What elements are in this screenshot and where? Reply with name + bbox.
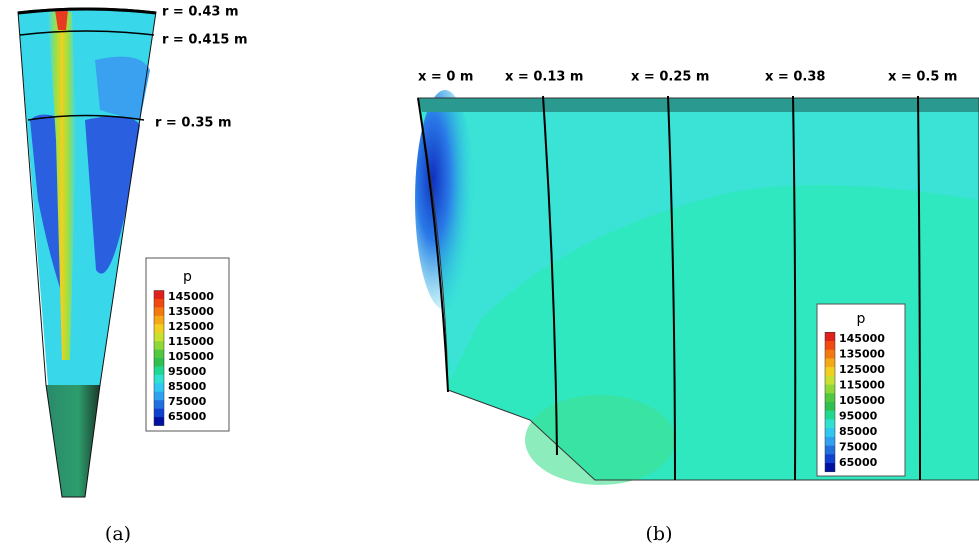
legend-swatch [154, 298, 164, 308]
legend-swatch [825, 332, 835, 342]
legend-label: 105000 [839, 394, 885, 407]
legend-label: 85000 [839, 425, 878, 438]
legend-label: 65000 [168, 410, 207, 423]
legend-swatch [825, 367, 835, 377]
legend-swatch [825, 436, 835, 446]
legend-swatch [154, 366, 164, 376]
legend-swatch [154, 324, 164, 333]
legend-swatch [154, 417, 164, 426]
caption: (b) [646, 523, 673, 545]
legend-label: 115000 [168, 335, 214, 348]
legend-swatch [154, 408, 164, 418]
legend-swatch [154, 374, 164, 384]
legend-label: 115000 [839, 379, 885, 392]
legend-label: 145000 [168, 290, 214, 303]
legend-swatch [154, 400, 164, 409]
legend-swatch [825, 419, 835, 429]
legend-swatch [154, 307, 164, 317]
legend-label: 95000 [168, 365, 207, 378]
legend-title: p [857, 311, 866, 327]
legend-swatch-border [824, 332, 836, 472]
legend-swatch [825, 349, 835, 359]
annotation: r = 0.35 m [155, 116, 232, 131]
annotation: r = 0.415 m [162, 33, 248, 48]
legend-title: p [183, 269, 192, 285]
annotation: x = 0.25 m [631, 70, 709, 85]
legend-swatch [154, 349, 164, 359]
legend-swatch [825, 375, 835, 385]
legend-swatch [825, 340, 835, 350]
legend-swatch [825, 445, 835, 455]
legend-label: 85000 [168, 380, 207, 393]
legend-label: 125000 [839, 363, 885, 376]
annotation: x = 0.13 m [505, 70, 583, 85]
annotation: x = 0.38 [765, 70, 825, 85]
annotation: x = 0 m [418, 70, 473, 85]
legend-swatch [825, 384, 835, 394]
legend-swatch [154, 358, 164, 367]
legend-label: 75000 [168, 395, 207, 408]
legend-swatch [825, 410, 835, 420]
legend-swatch [154, 341, 164, 350]
legend-label: 95000 [839, 410, 878, 423]
annotation: x = 0.5 m [888, 70, 957, 85]
legend-swatch [825, 454, 835, 464]
legend-swatch [825, 428, 835, 438]
legend-label: 145000 [839, 332, 885, 345]
legend-swatch [154, 290, 164, 300]
legend-swatch [825, 463, 835, 473]
legend-label: 135000 [168, 305, 214, 318]
legend-swatch [154, 315, 164, 325]
legend-label: 125000 [168, 320, 214, 333]
legend-swatch [154, 383, 164, 393]
legend-swatch [825, 358, 835, 368]
legend-label: 105000 [168, 350, 214, 363]
legend-swatch [154, 391, 164, 401]
panel-a-contour [17, 7, 157, 498]
legend-swatch-border [153, 290, 165, 426]
legend-swatch [154, 332, 164, 342]
annotation: r = 0.43 m [162, 5, 239, 20]
legend-label: 65000 [839, 456, 878, 469]
panel-b-contour [415, 90, 979, 485]
caption: (a) [105, 523, 131, 545]
legend-swatch [825, 402, 835, 412]
legend-swatch [825, 393, 835, 403]
legend-label: 75000 [839, 441, 878, 454]
legend-label: 135000 [839, 348, 885, 361]
